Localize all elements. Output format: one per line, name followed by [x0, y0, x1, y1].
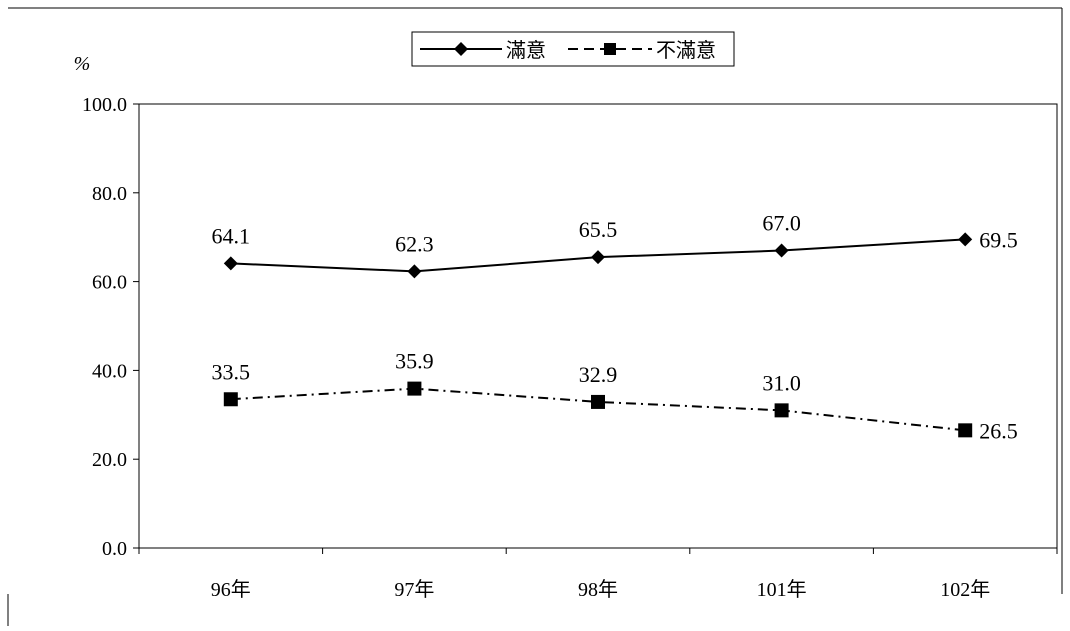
x-axis: 96年 97年 98年 101年 102年	[138, 548, 1058, 601]
data-label: 65.5	[579, 217, 618, 242]
data-label: 31.0	[762, 370, 801, 395]
legend-label-dissatisfied: 不滿意	[656, 39, 716, 62]
data-point-diamond	[774, 243, 789, 258]
data-label: 62.3	[395, 231, 434, 256]
y-tick-label: 0.0	[102, 538, 127, 560]
y-tick-label: 40.0	[92, 360, 127, 382]
legend-square-icon	[604, 43, 616, 55]
x-tick-label: 97年	[394, 578, 434, 601]
data-point-square	[223, 392, 238, 407]
y-tick-label: 60.0	[92, 272, 127, 294]
data-labels: 64.1 62.3 65.5 67.0 69.5 33.5 35.9 32.9 31.0 26.5	[212, 211, 1018, 444]
data-label: 33.5	[212, 359, 251, 384]
y-tick-label: 100.0	[82, 94, 127, 116]
data-label: 67.0	[762, 211, 801, 236]
y-tick-label: 20.0	[92, 449, 127, 471]
series-layer	[223, 232, 973, 438]
y-axis-unit: %	[74, 53, 91, 75]
data-point-square	[774, 403, 789, 418]
legend-diamond-icon	[454, 42, 468, 56]
data-point-diamond	[223, 256, 238, 271]
y-tick-label: 80.0	[92, 183, 127, 205]
data-point-diamond	[591, 250, 605, 265]
data-point-diamond	[407, 264, 422, 279]
data-point-diamond	[958, 232, 973, 247]
data-label: 69.5	[979, 227, 1018, 252]
x-tick-label: 102年	[940, 578, 990, 601]
x-tick-label: 101年	[757, 578, 807, 601]
data-label: 35.9	[395, 349, 434, 374]
legend: 滿意 不滿意	[411, 31, 735, 67]
series-line-1	[230, 387, 966, 432]
y-axis: 0.0 20.0 40.0 60.0 80.0 100.0	[82, 94, 139, 560]
plot-area	[138, 103, 1058, 549]
x-tick-label: 98年	[578, 578, 618, 601]
x-tick-label: 96年	[211, 578, 251, 601]
data-label: 64.1	[212, 223, 251, 248]
legend-label-satisfied: 滿意	[506, 39, 546, 62]
data-point-square	[591, 394, 605, 409]
data-label: 32.9	[579, 362, 618, 387]
data-point-square	[407, 381, 422, 396]
data-point-square	[958, 423, 973, 438]
data-label: 26.5	[979, 418, 1018, 443]
